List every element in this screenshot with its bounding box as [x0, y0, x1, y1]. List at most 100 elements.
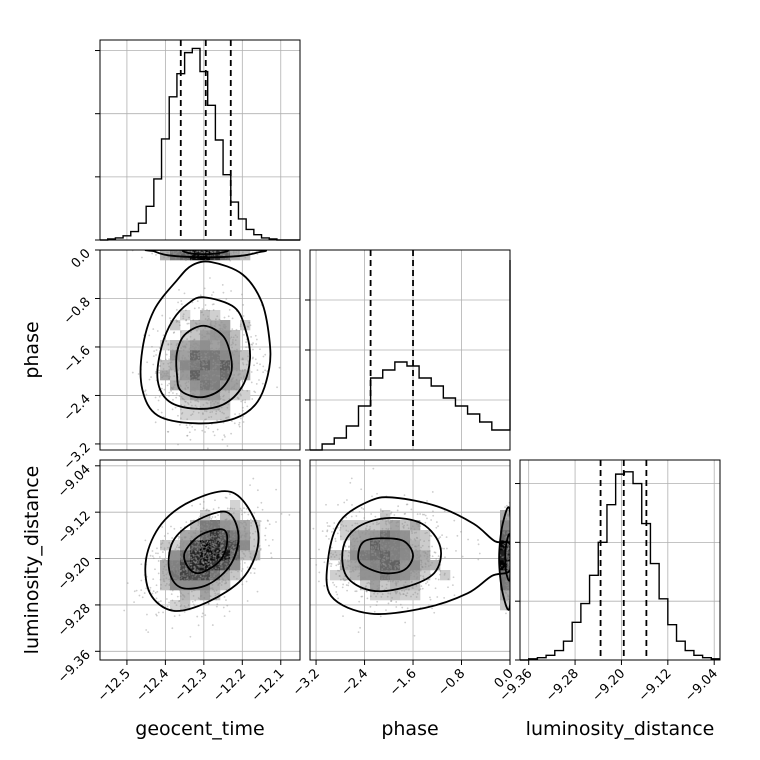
sample-point	[238, 562, 241, 565]
sample-point	[187, 403, 190, 406]
sample-point	[176, 320, 178, 322]
sample-point	[220, 550, 223, 552]
sample-point	[168, 578, 171, 581]
sample-point	[381, 593, 384, 596]
sample-point	[426, 553, 428, 556]
sample-point	[191, 582, 194, 585]
sample-point	[394, 564, 397, 567]
sample-point	[370, 564, 373, 567]
sample-point	[312, 527, 315, 530]
density-cell	[170, 360, 181, 371]
sample-point	[186, 246, 188, 248]
sample-point	[207, 378, 210, 381]
sample-point	[194, 251, 197, 254]
sample-point	[413, 564, 416, 567]
sample-point	[241, 550, 244, 553]
sample-point	[406, 536, 409, 539]
panel-phase-histogram	[305, 249, 511, 451]
sample-point	[206, 527, 208, 530]
sample-point	[173, 355, 176, 358]
sample-point	[215, 519, 218, 522]
sample-point	[133, 601, 135, 604]
sample-point	[207, 332, 210, 335]
sample-point	[424, 563, 427, 566]
sample-point	[224, 562, 226, 565]
sample-point	[359, 588, 362, 591]
sample-point	[237, 374, 240, 377]
sample-point	[193, 352, 196, 355]
sample-point	[216, 593, 219, 596]
sample-point	[401, 560, 404, 563]
sample-point	[204, 527, 206, 529]
sample-point	[241, 380, 244, 383]
sample-point	[222, 323, 225, 326]
sample-point	[170, 353, 173, 356]
sample-point	[344, 550, 347, 552]
sample-point	[256, 590, 259, 593]
sample-point	[510, 558, 512, 560]
sample-point	[512, 554, 514, 556]
sample-point	[255, 383, 258, 385]
sample-point	[217, 348, 220, 351]
sample-point	[505, 561, 508, 564]
sample-point	[326, 521, 329, 524]
sample-point	[239, 507, 242, 510]
sample-point	[256, 489, 259, 492]
sample-point	[507, 514, 510, 516]
sample-point	[232, 251, 235, 254]
sample-point	[394, 543, 397, 546]
sample-point	[386, 595, 389, 598]
sample-point	[507, 568, 510, 571]
sample-point	[388, 564, 391, 567]
sample-point	[210, 549, 213, 552]
density-cell	[210, 320, 221, 331]
sample-point	[506, 557, 509, 559]
sample-point	[382, 533, 384, 536]
sample-point	[170, 251, 173, 254]
sample-point	[209, 333, 211, 335]
sample-point	[228, 333, 230, 336]
sample-point	[207, 338, 210, 341]
sample-point	[184, 259, 187, 262]
sample-point	[207, 542, 210, 545]
sample-point	[389, 560, 392, 563]
sample-point	[510, 553, 512, 555]
sample-point	[231, 378, 233, 381]
sample-point	[392, 545, 395, 548]
density-cell	[350, 530, 361, 541]
sample-point	[214, 331, 217, 334]
sample-point	[227, 570, 229, 573]
sample-point	[205, 573, 208, 575]
sample-point	[192, 389, 195, 391]
sample-point	[229, 542, 232, 545]
density-cell	[370, 590, 381, 601]
sample-point	[401, 522, 404, 525]
sample-point	[240, 534, 243, 537]
sample-point	[389, 580, 392, 583]
sample-point	[373, 548, 376, 551]
sample-point	[397, 577, 400, 580]
density-cell	[230, 510, 241, 521]
sample-point	[363, 562, 366, 564]
sample-point	[393, 548, 396, 550]
density-cell	[400, 530, 411, 541]
sample-point	[216, 363, 218, 366]
sample-point	[204, 318, 207, 320]
sample-point	[180, 404, 183, 407]
density-cell	[210, 580, 221, 591]
sample-point	[155, 370, 157, 373]
sample-point	[212, 309, 215, 311]
sample-point	[507, 557, 510, 559]
sample-point	[193, 554, 195, 557]
sample-point	[505, 599, 508, 602]
sample-point	[230, 557, 233, 560]
sample-point	[206, 572, 209, 574]
sample-point	[231, 564, 234, 566]
sample-point	[213, 551, 216, 554]
sample-point	[201, 251, 203, 254]
sample-point	[222, 346, 225, 349]
sample-point	[225, 518, 228, 521]
sample-point	[206, 524, 209, 526]
sample-point	[419, 549, 422, 552]
sample-point	[199, 379, 202, 382]
